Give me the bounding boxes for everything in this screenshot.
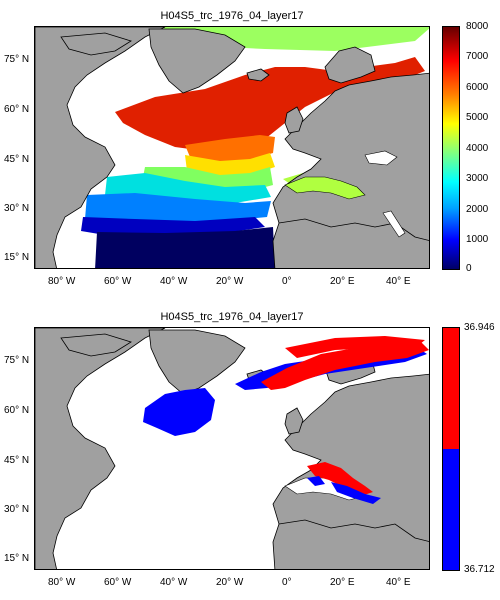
bottom-xtick-5: 20° E xyxy=(330,577,355,588)
bottom-value-field xyxy=(143,336,429,504)
land-greenland xyxy=(148,28,246,94)
bottom-xtick-1: 60° W xyxy=(104,577,132,588)
top-ytick-3: 30° N xyxy=(4,203,30,214)
bottom-cbar-tick-max: 36.946 xyxy=(464,322,495,333)
top-black-sea xyxy=(364,150,398,166)
bottom-xtick-4: 0° xyxy=(282,577,292,588)
top-xtick-6: 40° E xyxy=(386,276,411,287)
field-orange xyxy=(185,135,275,163)
bottom-colorbar xyxy=(442,327,460,571)
land-africa xyxy=(272,519,429,569)
top-cbar-tick-6000: 6000 xyxy=(466,82,489,93)
top-map-plot xyxy=(34,26,430,269)
bottom-map-svg xyxy=(35,328,429,569)
bottom-xtick-0: 80° W xyxy=(48,577,76,588)
land-north-america xyxy=(35,27,166,268)
top-cbar-tick-5000: 5000 xyxy=(466,112,489,123)
field-yellow xyxy=(185,153,275,177)
land-canada-arctic xyxy=(60,32,132,56)
field-red-north xyxy=(261,340,429,390)
bottom-xtick-6: 40° E xyxy=(386,577,411,588)
land-canada-arctic xyxy=(60,333,132,357)
top-map-svg xyxy=(35,27,429,268)
top-ytick-0: 75° N xyxy=(4,54,30,65)
land-iceland xyxy=(246,68,270,82)
field-navy xyxy=(95,227,275,268)
top-cbar-tick-8000: 8000 xyxy=(466,21,489,32)
top-xtick-0: 80° W xyxy=(48,276,76,287)
top-med-sea xyxy=(284,176,366,200)
field-deep-blue xyxy=(81,217,265,235)
top-caspian-red-sea xyxy=(382,210,406,238)
bottom-xtick-2: 40° W xyxy=(160,577,188,588)
bottom-map-plot xyxy=(34,327,430,570)
bottom-ytick-1: 60° N xyxy=(4,405,30,416)
top-colorbar xyxy=(442,26,460,270)
land-greenland xyxy=(148,329,246,395)
top-chart-title: H04S5_trc_1976_04_layer17 xyxy=(160,10,304,22)
bottom-chart-title: H04S5_trc_1976_04_layer17 xyxy=(160,311,304,323)
top-cbar-tick-3000: 3000 xyxy=(466,173,489,184)
top-cbar-tick-2000: 2000 xyxy=(466,204,489,215)
field-red-north-2 xyxy=(285,336,425,358)
bottom-xtick-3: 20° W xyxy=(216,577,244,588)
land-british-isles xyxy=(284,407,304,435)
top-xtick-3: 20° W xyxy=(216,276,244,287)
land-north-america xyxy=(35,328,166,569)
field-blue-med xyxy=(331,482,381,504)
land-scandinavia xyxy=(324,46,376,84)
top-ytick-1: 60° N xyxy=(4,104,30,115)
top-ytick-2: 45° N xyxy=(4,154,30,165)
field-blue-small xyxy=(307,476,325,486)
bottom-ytick-3: 30° N xyxy=(4,504,30,515)
land-british-isles xyxy=(284,106,304,134)
top-cbar-tick-4000: 4000 xyxy=(466,143,489,154)
bottom-land xyxy=(35,328,429,569)
bottom-ytick-0: 75° N xyxy=(4,355,30,366)
top-xtick-4: 0° xyxy=(282,276,292,287)
bottom-ytick-2: 45° N xyxy=(4,455,30,466)
field-red-med xyxy=(307,462,373,496)
top-xtick-5: 20° E xyxy=(330,276,355,287)
land-africa xyxy=(272,218,429,268)
top-xtick-1: 60° W xyxy=(104,276,132,287)
field-blue-atlantic xyxy=(143,388,215,436)
top-xtick-2: 40° W xyxy=(160,276,188,287)
top-ytick-4: 15° N xyxy=(4,252,30,263)
top-cbar-tick-7000: 7000 xyxy=(466,51,489,62)
top-cbar-tick-1000: 1000 xyxy=(466,234,489,245)
field-blue xyxy=(85,193,271,223)
bottom-ytick-4: 15° N xyxy=(4,553,30,564)
bottom-cbar-tick-min: 36.712 xyxy=(464,564,495,575)
top-cbar-tick-0: 0 xyxy=(466,263,472,274)
